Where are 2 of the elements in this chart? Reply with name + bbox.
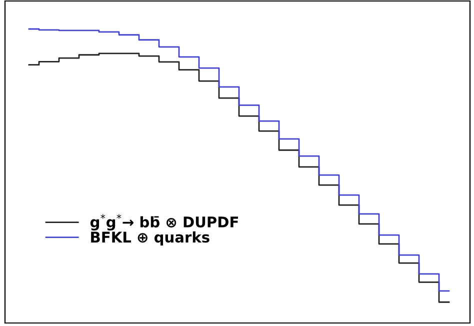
legend-label: g$^{*}$g$^{*}$→ bb̄ ⊗ DUPDF: [90, 214, 238, 230]
legend-label: BFKL ⊕ quarks: [91, 231, 210, 246]
